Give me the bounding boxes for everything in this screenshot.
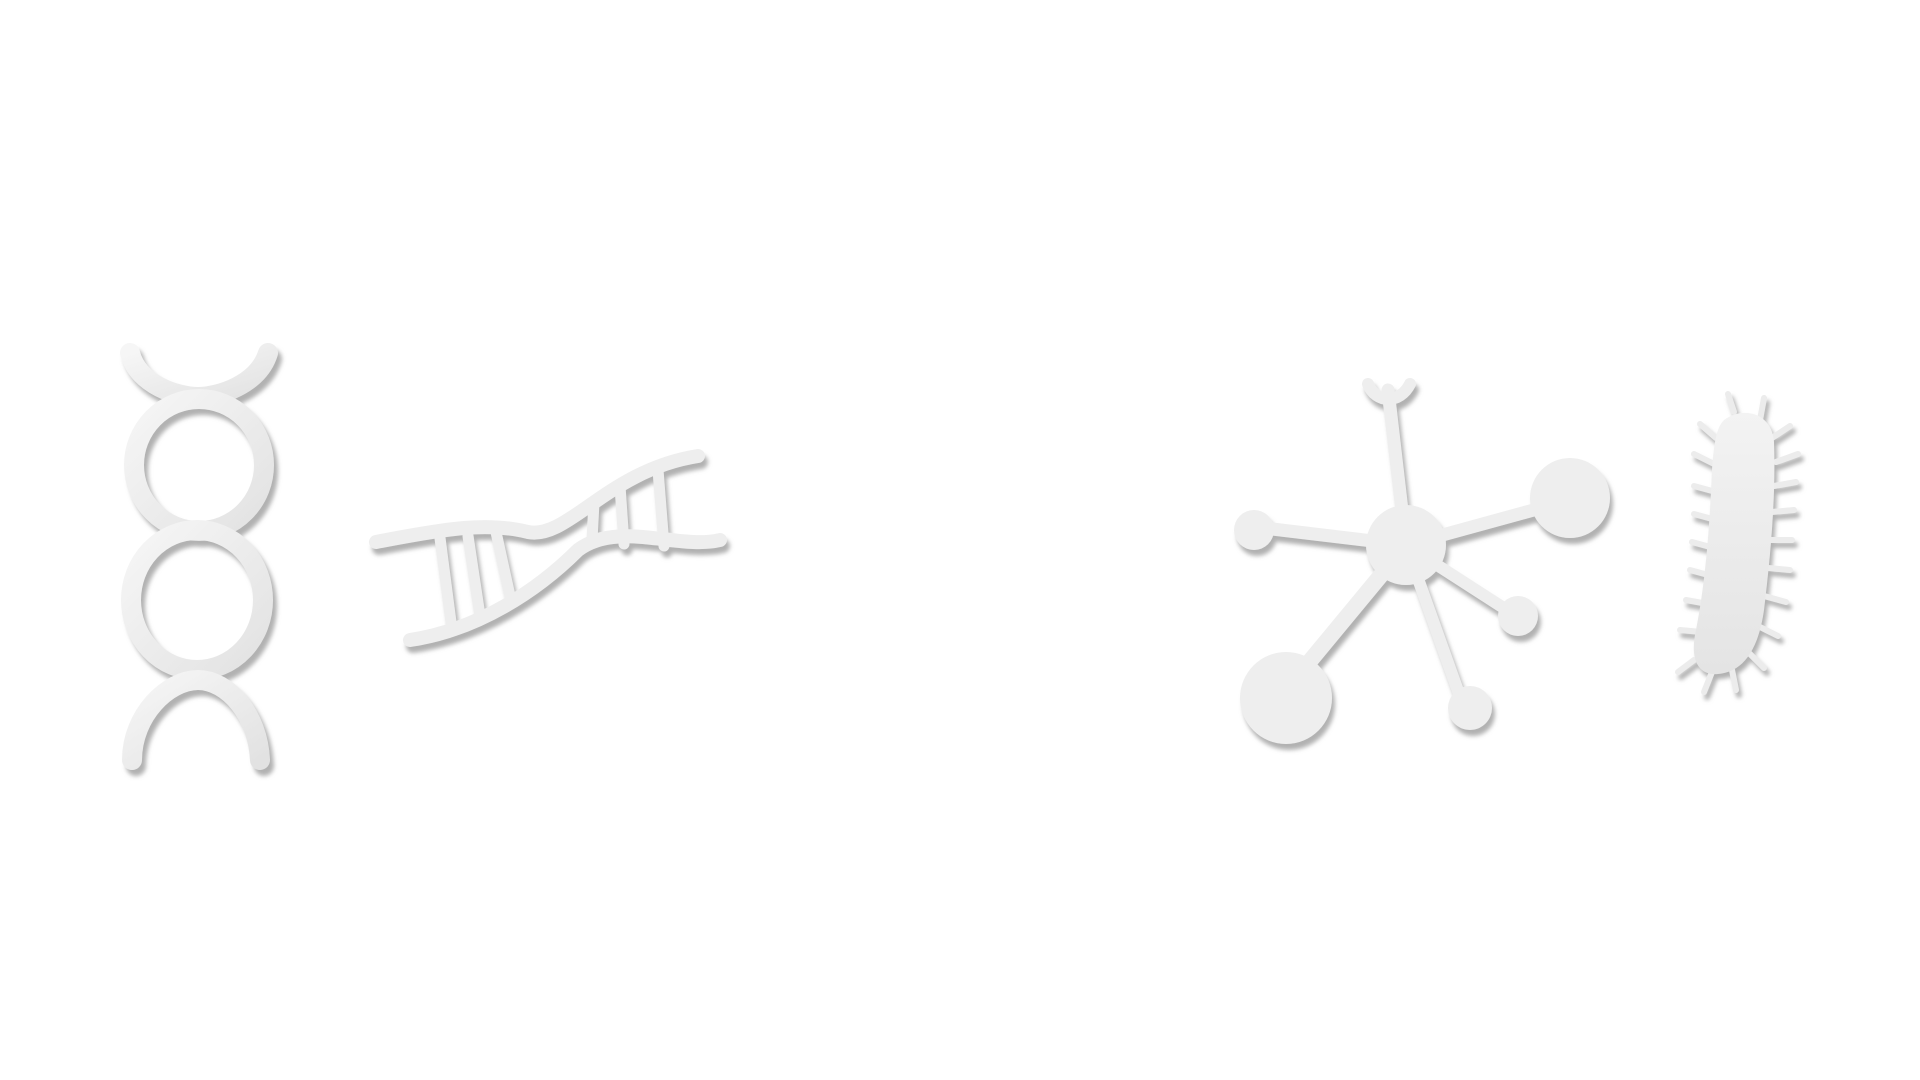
dna-strand-icon — [368, 440, 748, 670]
bacterium-icon — [1672, 390, 1822, 720]
molecule-network-icon — [1228, 360, 1648, 760]
double-helix-loop-icon — [118, 335, 298, 775]
